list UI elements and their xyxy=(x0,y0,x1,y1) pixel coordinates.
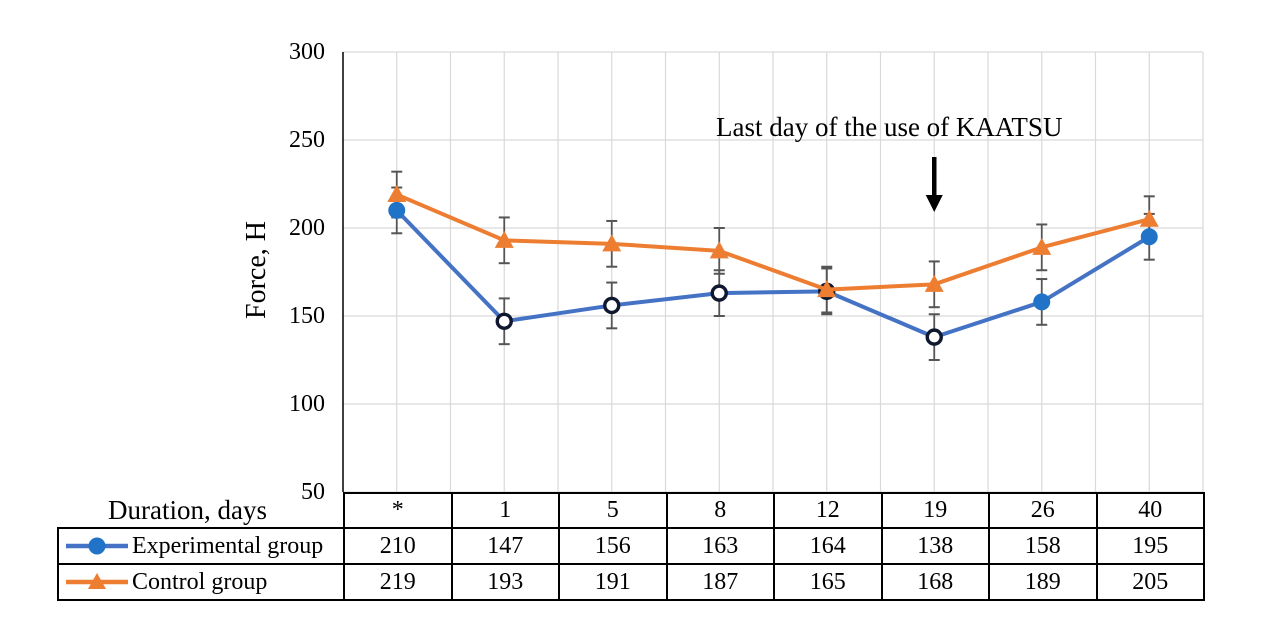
y-tick-label: 250 xyxy=(289,127,325,153)
category-cell: 1 xyxy=(450,492,560,529)
marker-experimental-group xyxy=(1140,228,1158,246)
value-cell: 164 xyxy=(773,527,883,565)
value-cell: 189 xyxy=(988,563,1098,601)
category-cell: 40 xyxy=(1095,492,1205,529)
series-line-experimental-group xyxy=(394,208,1152,340)
value-cell: 210 xyxy=(343,527,453,565)
marker-experimental-group xyxy=(1033,293,1051,311)
value-cell: 158 xyxy=(988,527,1098,565)
marker-control-group xyxy=(924,274,944,292)
category-cell: 12 xyxy=(773,492,883,529)
legend-cell: Control group xyxy=(57,563,345,601)
value-cell: 165 xyxy=(773,563,883,601)
series-line-control-group xyxy=(394,192,1152,292)
marker-control-group xyxy=(602,234,622,252)
value-cell: 138 xyxy=(880,527,990,565)
legend-key-icon xyxy=(66,537,128,555)
marker-open-experimental-group xyxy=(710,284,728,302)
y-tick-label: 100 xyxy=(289,391,325,417)
y-tick-label: 300 xyxy=(289,39,325,65)
marker-control-group xyxy=(387,185,407,203)
series-label: Experimental group xyxy=(132,532,324,559)
marker-open-experimental-group xyxy=(495,312,513,330)
y-tick-label: 200 xyxy=(289,215,325,241)
marker-control-group xyxy=(709,241,729,259)
annotation-text: Last day of the use of KAATSU xyxy=(716,112,1063,142)
marker-control-group xyxy=(494,230,514,248)
y-tick-label: 50 xyxy=(301,479,325,505)
value-cell: 219 xyxy=(343,563,453,601)
value-cell: 168 xyxy=(880,563,990,601)
x-axis-title: Duration, days xyxy=(108,494,267,525)
value-cell: 205 xyxy=(1095,563,1205,601)
value-cell: 193 xyxy=(450,563,560,601)
category-cell: * xyxy=(343,492,453,529)
category-cell: 8 xyxy=(665,492,775,529)
value-cell: 191 xyxy=(558,563,668,601)
value-cell: 163 xyxy=(665,527,775,565)
marker-control-group xyxy=(1139,209,1159,227)
marker-open-experimental-group xyxy=(603,296,621,315)
marker-experimental-group xyxy=(388,201,406,219)
value-cell: 195 xyxy=(1095,527,1205,565)
marker-control-group xyxy=(817,280,837,298)
legend-cell: Experimental group xyxy=(57,527,345,565)
marker-control-group xyxy=(1032,237,1052,255)
annotation-arrow-icon xyxy=(925,195,943,212)
category-cell: 26 xyxy=(988,492,1098,529)
value-cell: 156 xyxy=(558,527,668,565)
value-cell: 187 xyxy=(665,563,775,601)
marker-open-experimental-group xyxy=(925,328,943,346)
legend-key-icon xyxy=(66,573,128,589)
data-table: Duration, days * 1 5 8 12 19 26 40 Experimental g… xyxy=(57,492,1205,601)
category-cell: 19 xyxy=(880,492,990,529)
series-label: Control group xyxy=(132,568,268,595)
value-cell: 147 xyxy=(450,527,560,565)
category-cell: 5 xyxy=(558,492,668,529)
y-tick-label: 150 xyxy=(289,303,325,329)
